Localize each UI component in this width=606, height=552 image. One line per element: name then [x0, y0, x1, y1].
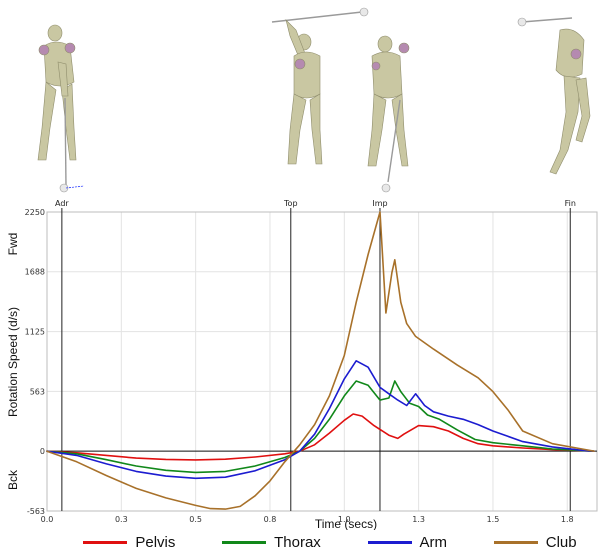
y-tick-label: 1688: [25, 268, 45, 277]
event-label-top: Top: [283, 199, 298, 208]
rotation-speed-chart: Adr Top Imp Fin 0.0 0.3 0.5 0.8 1.0 1.3 1.5 1.8 22…: [6, 199, 598, 530]
x-tick-label: 0.5: [189, 515, 202, 524]
chart-legend: Pelvis Thorax Arm Club: [60, 532, 600, 552]
y-axis-label: Rotation Speed (d/s): [6, 307, 20, 417]
event-label-adr: Adr: [55, 199, 69, 208]
golfer-figure-top: [271, 7, 369, 165]
legend-label: Arm: [419, 533, 448, 551]
series-line-pelvis: [46, 413, 595, 461]
y-tick-label: 2250: [25, 208, 45, 217]
x-axis-label: Time (secs): [315, 517, 377, 530]
x-tick-label: 0.8: [264, 515, 277, 524]
golfer-figure-impact: [367, 35, 410, 193]
x-tick-label: 1.5: [487, 515, 500, 524]
x-tick-label: 1.3: [412, 515, 425, 524]
y-tick-label: 0: [40, 447, 45, 456]
y-tick-label: -563: [27, 507, 45, 516]
golfer-swing-figures: [37, 7, 591, 193]
series-layer: [46, 211, 595, 510]
y-tick-labels: 2250 1688 1125 563 0 -563: [25, 208, 45, 516]
legend-item-arm: Arm: [367, 533, 448, 551]
legend-swatch: [83, 540, 128, 544]
event-label-fin: Fin: [565, 199, 576, 208]
y-tick-label: 563: [30, 387, 45, 396]
series-line-club: [46, 211, 595, 510]
legend-label: Thorax: [274, 533, 321, 551]
y-axis-fwd-label: Fwd: [6, 233, 20, 256]
golfer-figure-address: [37, 24, 85, 193]
event-label-imp: Imp: [372, 199, 387, 208]
y-axis-bck-label: Bck: [6, 469, 20, 490]
chart-grid: [46, 211, 597, 512]
x-tick-label: 0.0: [41, 515, 54, 524]
series-line-thorax: [46, 380, 595, 474]
x-tick-label: 1.0: [338, 515, 351, 524]
legend-swatch: [367, 540, 412, 544]
legend-label: Pelvis: [135, 533, 176, 551]
event-lines: Adr Top Imp Fin: [55, 199, 576, 511]
legend-swatch: [222, 540, 267, 544]
x-tick-labels: 0.0 0.3 0.5 0.8 1.0 1.3 1.5 1.8: [41, 515, 574, 524]
legend-swatch: [493, 540, 538, 544]
legend-item-pelvis: Pelvis: [83, 534, 175, 551]
golfer-figure-finish: [517, 17, 591, 175]
legend-item-club: Club: [493, 533, 577, 551]
x-tick-label: 1.8: [561, 515, 574, 524]
x-tick-label: 0.3: [115, 515, 128, 524]
series-line-arm: [46, 360, 595, 480]
legend-item-thorax: Thorax: [222, 534, 321, 551]
y-tick-label: 1125: [25, 328, 45, 337]
plot-area-frame: [46, 211, 598, 512]
legend-label: Club: [545, 533, 577, 551]
